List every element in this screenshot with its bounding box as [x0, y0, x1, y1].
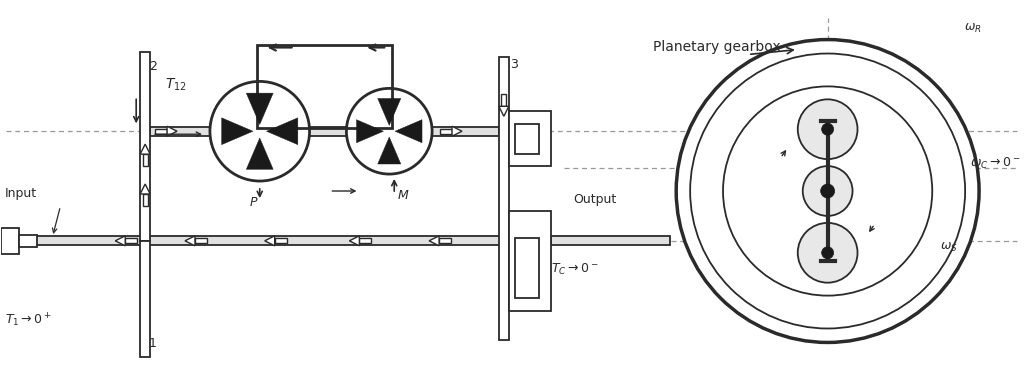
Polygon shape — [378, 98, 400, 125]
Circle shape — [821, 247, 834, 259]
Bar — [515, 238, 539, 298]
Polygon shape — [498, 106, 509, 116]
Bar — [502, 94, 507, 106]
Polygon shape — [247, 138, 273, 169]
Circle shape — [347, 88, 432, 174]
Text: Input: Input — [5, 188, 37, 200]
Bar — [140, 51, 150, 241]
Text: $P$: $P$ — [249, 196, 258, 209]
Polygon shape — [265, 236, 275, 246]
Polygon shape — [185, 236, 195, 246]
Text: $\omega_R$: $\omega_R$ — [964, 22, 981, 35]
Circle shape — [798, 99, 858, 159]
Polygon shape — [378, 137, 400, 164]
Bar — [155, 129, 167, 134]
Text: Output: Output — [574, 193, 617, 207]
Text: $\omega_C\rightarrow 0^-$: $\omega_C\rightarrow 0^-$ — [970, 156, 1021, 171]
Text: $M$: $M$ — [397, 189, 410, 202]
Text: $T_{12}$: $T_{12}$ — [165, 76, 187, 93]
Text: $T_C\rightarrow 0^-$: $T_C\rightarrow 0^-$ — [551, 262, 599, 277]
Polygon shape — [395, 120, 422, 143]
Text: $T_1\rightarrow 0^+$: $T_1\rightarrow 0^+$ — [5, 312, 52, 329]
Polygon shape — [167, 126, 178, 136]
Bar — [19, 235, 36, 247]
Bar — [140, 241, 150, 357]
Circle shape — [821, 123, 834, 135]
Text: 2: 2 — [150, 60, 157, 73]
Polygon shape — [222, 118, 253, 145]
Text: 3: 3 — [510, 58, 518, 71]
Text: $\omega_S$: $\omega_S$ — [940, 241, 958, 254]
Bar — [440, 129, 452, 134]
Polygon shape — [452, 126, 462, 136]
Circle shape — [676, 40, 979, 342]
Text: 1: 1 — [150, 337, 157, 350]
Circle shape — [803, 166, 852, 216]
Polygon shape — [266, 118, 298, 145]
Bar — [195, 238, 207, 243]
Bar — [439, 238, 451, 243]
Circle shape — [798, 223, 858, 283]
Bar — [509, 211, 551, 311]
Bar — [509, 111, 551, 166]
Bar — [150, 127, 498, 136]
Bar — [1, 228, 19, 254]
Polygon shape — [116, 236, 125, 246]
Polygon shape — [140, 184, 150, 194]
Bar — [1, 236, 509, 245]
Polygon shape — [247, 93, 273, 125]
Polygon shape — [140, 144, 150, 154]
Bar — [515, 124, 539, 154]
Bar — [142, 194, 148, 206]
Polygon shape — [429, 236, 439, 246]
Bar — [498, 56, 509, 340]
Circle shape — [820, 184, 835, 198]
Text: Planetary gearbox: Planetary gearbox — [653, 39, 781, 54]
Bar — [359, 238, 372, 243]
Bar — [125, 238, 137, 243]
Circle shape — [723, 86, 932, 296]
Circle shape — [209, 81, 310, 181]
Polygon shape — [350, 236, 359, 246]
Circle shape — [690, 54, 965, 328]
Bar — [142, 154, 148, 166]
Bar — [257, 44, 392, 128]
Bar — [551, 236, 670, 245]
Bar — [275, 238, 287, 243]
Polygon shape — [356, 120, 384, 143]
